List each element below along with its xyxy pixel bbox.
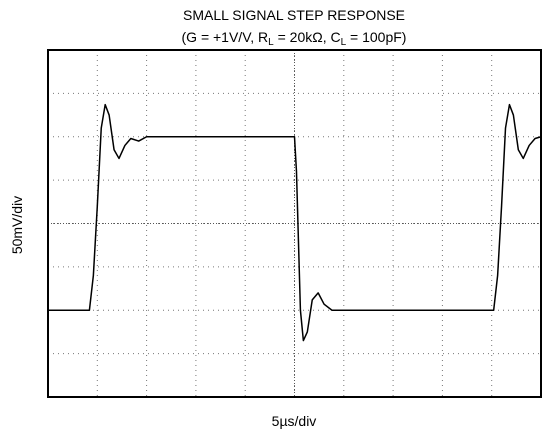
- subtitle-part: = 100pF): [346, 29, 406, 45]
- x-axis-label: 5µs/div: [272, 413, 317, 429]
- y-axis-label: 50mV/div: [9, 196, 25, 254]
- subscript: L: [268, 37, 274, 48]
- waveform: [48, 103, 542, 342]
- chart-subtitle: (G = +1V/V, RL = 20kΩ, CL = 100pF): [182, 29, 407, 48]
- subscript: L: [341, 37, 347, 48]
- chart-title: SMALL SIGNAL STEP RESPONSE: [183, 7, 405, 23]
- subtitle-part: (G = +1V/V, R: [182, 29, 269, 45]
- subtitle-part: = 20kΩ, C: [274, 29, 341, 45]
- plot-frame: [47, 49, 542, 398]
